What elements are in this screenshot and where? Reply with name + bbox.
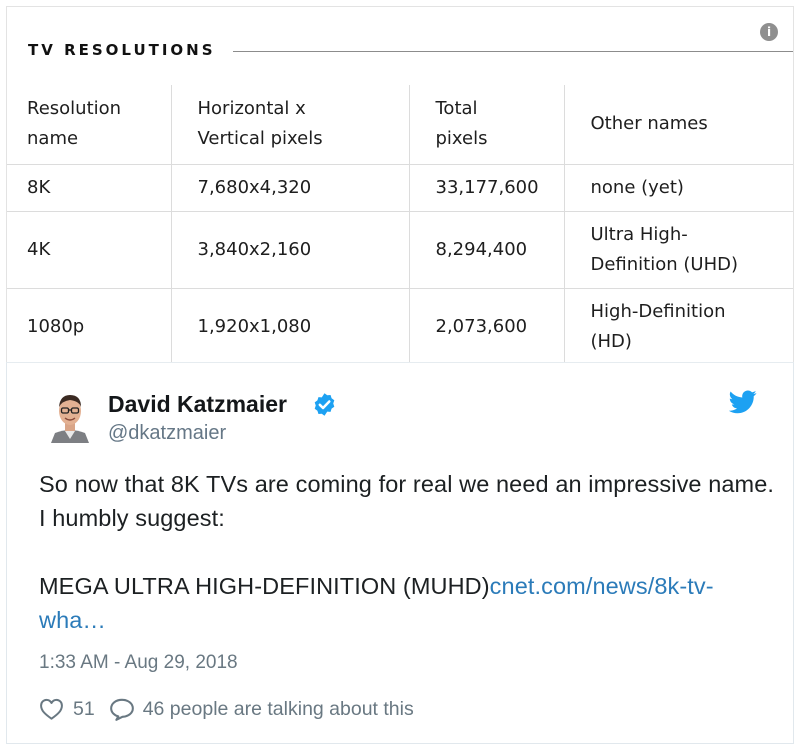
card-title: TV RESOLUTIONS — [28, 41, 216, 59]
cell-total-pixels: 8,294,400 — [409, 211, 565, 289]
cell-dimensions: 1,920x1,080 — [171, 288, 410, 365]
heart-icon[interactable] — [39, 697, 64, 721]
tweet-actions: 51 46 people are talking about this — [39, 694, 414, 724]
author-name[interactable]: David Katzmaier — [108, 391, 287, 417]
card-header: TV RESOLUTIONS i — [7, 7, 793, 85]
cell-dimensions: 3,840x2,160 — [171, 211, 410, 289]
speech-bubble-icon[interactable] — [109, 697, 135, 721]
header-resolution-name: Resolution name — [7, 85, 172, 165]
cell-other-names: High-Definition (HD) — [590, 300, 726, 352]
tweet-text: So now that 8K TVs are coming for real w… — [39, 467, 779, 637]
header-total-pixels: Total pixels — [409, 85, 565, 165]
cell-other-names: Ultra High- Definition (UHD) — [564, 211, 793, 289]
tweet-text-line: So now that 8K TVs are coming for real w… — [39, 471, 775, 531]
table-row: 1080p 1,920x1,080 2,073,600 High-Definit… — [7, 288, 793, 365]
cell-resolution-name: 8K — [7, 164, 172, 212]
author-handle[interactable]: @dkatzmaier — [108, 422, 227, 444]
cell-resolution-name: 1080p — [7, 288, 172, 365]
tweet-text-line: MEGA ULTRA HIGH-DEFINITION (MUHD)cnet.co… — [39, 569, 779, 637]
cell-dimensions: 7,680x4,320 — [171, 164, 410, 212]
tweet-text-shout: MEGA ULTRA HIGH-DEFINITION (MUHD) — [39, 573, 490, 599]
tv-resolutions-card: TV RESOLUTIONS i Resolution name Horizont… — [6, 6, 794, 365]
verified-badge-icon — [314, 393, 335, 416]
header-other-names: Other names — [564, 85, 793, 165]
tweet-link[interactable]: cnet.com/news/8k-tv-wha… — [39, 573, 714, 633]
avatar[interactable] — [49, 389, 91, 443]
avatar-image — [49, 389, 91, 443]
cell-other-names: none (yet) — [564, 164, 793, 212]
talking-about-this-link[interactable]: 46 people are talking about this — [142, 697, 414, 720]
tweet-timestamp[interactable]: 1:33 AM - Aug 29, 2018 — [39, 652, 238, 673]
table-row: 8K 7,680x4,320 33,177,600 none (yet) — [7, 164, 793, 212]
cell-total-pixels: 33,177,600 — [409, 164, 565, 212]
table-row: 4K 3,840x2,160 8,294,400 Ultra High- Defi… — [7, 211, 793, 289]
table-header-row: Resolution name Horizontal x Vertical pixe… — [7, 85, 793, 165]
cell-resolution-name: 4K — [7, 211, 172, 289]
info-icon[interactable]: i — [760, 23, 778, 41]
tweet-text-gap — [39, 535, 779, 569]
cell-total-pixels: 2,073,600 — [409, 288, 565, 365]
like-count[interactable]: 51 — [73, 697, 95, 720]
resolutions-table: Resolution name Horizontal x Vertical pixe… — [7, 85, 793, 365]
header-pixels: Horizontal x Vertical pixels — [171, 85, 410, 165]
twitter-bird-icon[interactable] — [729, 390, 757, 414]
title-divider — [233, 51, 793, 52]
embedded-tweet: David Katzmaier @dkatzmaier So now that … — [6, 362, 794, 744]
